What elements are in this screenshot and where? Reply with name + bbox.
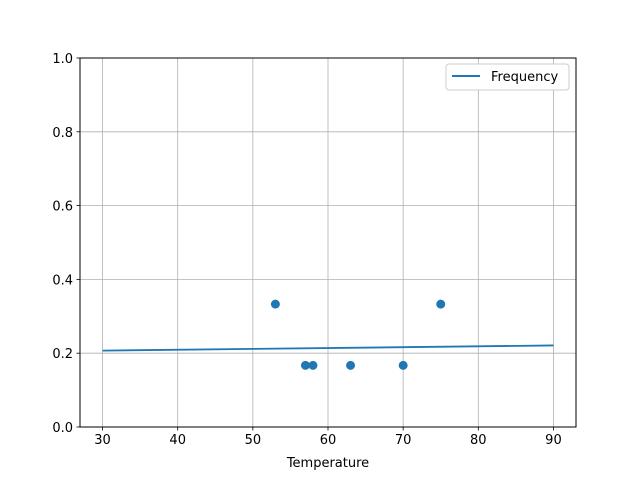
scatter-point bbox=[346, 360, 356, 370]
y-tick-label: 1.0 bbox=[52, 52, 73, 67]
x-tick-label: 60 bbox=[320, 433, 337, 448]
scatter-point bbox=[308, 360, 318, 370]
y-tick-label: 0.4 bbox=[52, 273, 73, 288]
marks bbox=[102, 299, 554, 370]
x-axis-label: Temperature bbox=[286, 456, 369, 471]
scatter-point bbox=[300, 360, 310, 370]
scatter-point bbox=[270, 299, 280, 309]
frequency-line bbox=[102, 344, 554, 352]
x-tick-label: 50 bbox=[245, 433, 262, 448]
y-tick-label: 0.6 bbox=[52, 200, 73, 215]
ticks: 30 40 50 60 70 80 90 0.0 0.2 0.4 0.6 0.8 1.0 bbox=[52, 52, 561, 448]
x-tick-label: 90 bbox=[545, 433, 562, 448]
y-tick-label: 0.2 bbox=[52, 347, 73, 362]
scatter-point bbox=[398, 360, 408, 370]
legend: Frequency bbox=[445, 63, 570, 91]
legend-label: Frequency bbox=[491, 70, 558, 85]
y-tick-label: 0.8 bbox=[52, 126, 73, 141]
x-tick-label: 80 bbox=[470, 433, 487, 448]
grid bbox=[80, 57, 576, 428]
x-tick-label: 70 bbox=[395, 433, 412, 448]
x-tick-label: 30 bbox=[94, 433, 111, 448]
y-tick-label: 0.0 bbox=[52, 421, 73, 436]
legend-box bbox=[445, 63, 570, 91]
scatter-point bbox=[436, 299, 446, 309]
x-tick-label: 40 bbox=[169, 433, 186, 448]
